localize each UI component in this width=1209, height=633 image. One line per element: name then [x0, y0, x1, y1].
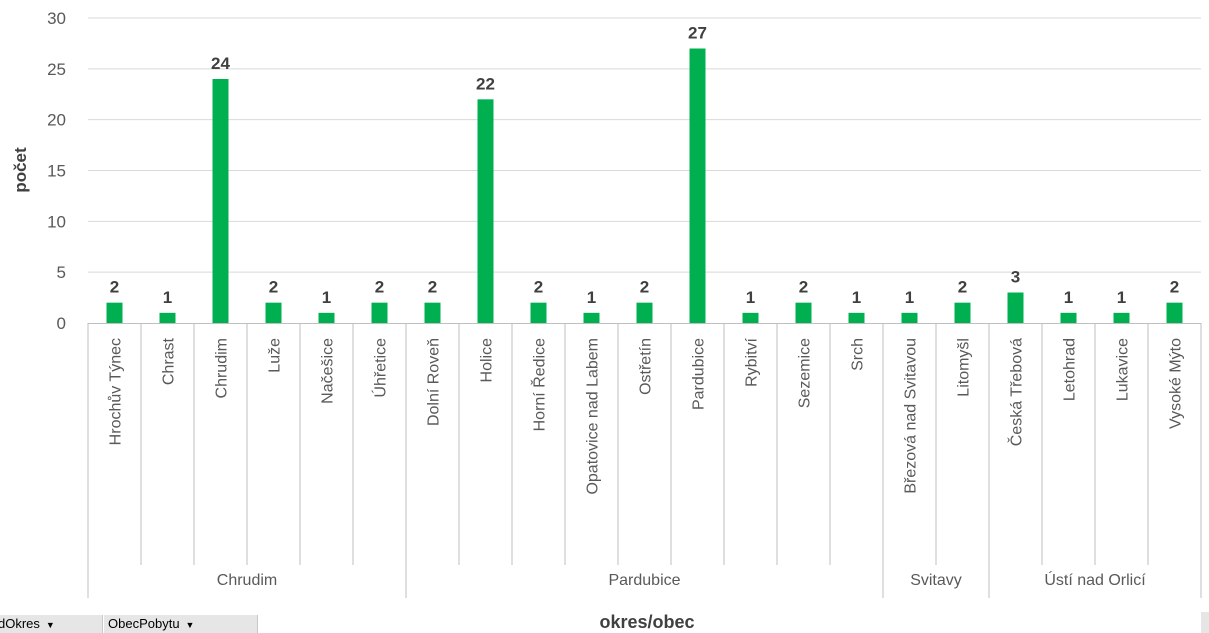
category-label: Dolní Roveň [426, 338, 443, 426]
x-axis-title: okres/obec [599, 612, 694, 632]
bar [1060, 312, 1077, 323]
bar [795, 302, 812, 323]
bar [583, 312, 600, 323]
y-tick-label: 30 [47, 9, 66, 28]
data-label: 2 [110, 278, 119, 297]
category-label: Úhřetice [371, 338, 390, 398]
category-label: Letohrad [1062, 338, 1079, 401]
bar [848, 312, 865, 323]
data-label: 1 [746, 288, 755, 307]
category-label: Pardubice [691, 338, 708, 410]
group-label: Ústí nad Orlicí [1044, 570, 1146, 589]
category-label: Srch [850, 338, 867, 371]
bar [318, 312, 335, 323]
bar [106, 302, 123, 323]
bar [954, 302, 971, 323]
data-label: 2 [534, 278, 543, 297]
bar [424, 302, 441, 323]
bar [689, 48, 706, 323]
bar [530, 302, 547, 323]
y-tick-label: 5 [57, 263, 66, 282]
data-label: 2 [799, 278, 808, 297]
category-label: Vysoké Mýto [1168, 338, 1185, 429]
bar [1113, 312, 1130, 323]
data-label: 2 [958, 278, 967, 297]
bar [265, 302, 282, 323]
bar [371, 302, 388, 323]
data-label: 2 [640, 278, 649, 297]
category-label: Lukavice [1115, 338, 1132, 401]
category-label: Sezemice [797, 338, 814, 408]
category-label: Chrudim [214, 338, 231, 398]
dropdown-arrow-icon: ▼ [45, 620, 55, 630]
y-tick-label: 10 [47, 212, 66, 231]
data-label: 2 [375, 278, 384, 297]
group-label: Pardubice [608, 572, 680, 589]
bar [636, 302, 653, 323]
dropdown-arrow-icon: ▼ [185, 620, 195, 630]
bar [1007, 292, 1024, 323]
data-label: 1 [322, 288, 331, 307]
data-label: 3 [1011, 268, 1020, 287]
bar [1166, 302, 1183, 323]
data-label: 27 [688, 24, 707, 43]
data-label: 2 [1170, 278, 1179, 297]
category-label: Hrochův Týnec [107, 338, 125, 445]
data-label: 1 [1117, 288, 1126, 307]
data-label: 1 [1064, 288, 1073, 307]
y-axis: 0 5 10 15 20 25 30 [47, 9, 66, 333]
category-label: Holice [479, 338, 496, 383]
y-tick-label: 25 [47, 60, 66, 79]
category-label: Opatovice nad Labem [585, 338, 602, 495]
category-label: Česká Třebová [1007, 338, 1026, 446]
bar [742, 312, 759, 323]
category-label: Rybitví [744, 337, 761, 386]
scrollbar[interactable] [1201, 612, 1209, 633]
bar [901, 312, 918, 323]
y-tick-label: 0 [57, 314, 66, 333]
category-label: Březová nad Svitavou [903, 338, 920, 494]
data-label: 1 [163, 288, 172, 307]
okres-field-label: dOkres [0, 616, 40, 631]
category-label: Chrast [161, 337, 178, 385]
y-tick-label: 20 [47, 111, 66, 130]
bar [212, 79, 229, 323]
group-label: Svitavy [910, 572, 962, 589]
group-label: Chrudim [217, 572, 277, 589]
y-tick-label: 15 [47, 162, 66, 181]
data-label: 1 [852, 288, 861, 307]
x-axis: Hrochův Týnec Chrast Chrudim Luže Načešice Úh… [87, 323, 1202, 598]
data-label: 2 [428, 278, 437, 297]
obec-field-label: ObecPobytu [108, 616, 180, 631]
data-label: 24 [211, 54, 230, 73]
bar [159, 312, 176, 323]
category-label: Ostřetín [638, 338, 655, 395]
y-axis-title: počet [11, 147, 30, 193]
data-label: 1 [905, 288, 914, 307]
data-label: 2 [269, 278, 278, 297]
okres-field-button[interactable]: dOkres ▼ [0, 615, 103, 633]
data-label: 22 [476, 74, 495, 93]
bar [477, 99, 494, 323]
category-label: Načešice [320, 338, 337, 404]
category-label: Luže [267, 338, 284, 373]
data-label: 1 [587, 288, 596, 307]
obec-field-button[interactable]: ObecPobytu ▼ [104, 615, 258, 633]
gridlines [88, 17, 1201, 273]
category-label: Litomyšl [956, 338, 973, 397]
category-label: Horní Ředice [530, 338, 549, 431]
